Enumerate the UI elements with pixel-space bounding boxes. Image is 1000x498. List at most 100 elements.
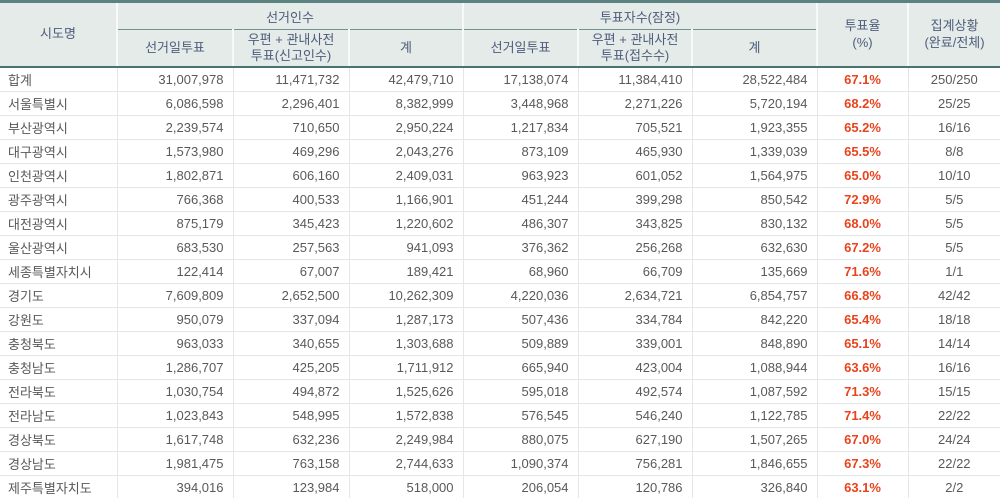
voters-total-cell: 326,840	[692, 475, 818, 498]
voters-election-day-cell: 3,448,968	[463, 91, 579, 116]
voters-mail-early-cell: 465,930	[578, 139, 693, 164]
electors-total-cell: 189,421	[349, 259, 464, 284]
table-row: 제주특별자치도 394,016 123,984 518,000 206,054 120,7…	[0, 475, 1000, 498]
sido-name-cell: 경상북도	[0, 427, 118, 452]
status-column-header: 집계상황 (완료/전체)	[908, 1, 1000, 68]
count-status-cell: 18/18	[908, 307, 1000, 332]
count-status-cell: 1/1	[908, 259, 1000, 284]
turnout-rate-cell: 65.4%	[817, 307, 909, 332]
electors-total-cell: 2,950,224	[349, 115, 464, 140]
electors-mail-early-cell: 400,533	[233, 187, 350, 212]
electors-mail-early-header: 우편 + 관내사전 투표(신고인수)	[233, 29, 350, 68]
voters-mail-early-cell: 120,786	[578, 475, 693, 498]
voters-mail-early-cell: 492,574	[578, 379, 693, 404]
electors-mail-early-cell: 494,872	[233, 379, 350, 404]
electors-total-cell: 1,711,912	[349, 355, 464, 380]
electors-mail-early-cell: 606,160	[233, 163, 350, 188]
voters-mail-early-cell: 399,298	[578, 187, 693, 212]
electors-mail-early-cell: 345,423	[233, 211, 350, 236]
voters-mail-early-cell: 11,384,410	[578, 67, 693, 92]
count-status-cell: 16/16	[908, 355, 1000, 380]
status-header-line1: 집계상황	[930, 17, 979, 33]
electors-election-day-cell: 950,079	[117, 307, 234, 332]
turnout-rate-cell: 71.6%	[817, 259, 909, 284]
voters-total-cell: 5,720,194	[692, 91, 818, 116]
voters-mail-early-cell: 343,825	[578, 211, 693, 236]
voters-election-day-cell: 486,307	[463, 211, 579, 236]
count-status-cell: 16/16	[908, 115, 1000, 140]
turnout-rate-cell: 65.1%	[817, 331, 909, 356]
table-row: 전라남도 1,023,843 548,995 1,572,838 576,545 546,…	[0, 403, 1000, 428]
turnout-rate-cell: 66.8%	[817, 283, 909, 308]
electors-total-cell: 1,525,626	[349, 379, 464, 404]
electors-mail-early-cell: 469,296	[233, 139, 350, 164]
voters-total-cell: 1,507,265	[692, 427, 818, 452]
header-row-subcolumns: 선거일투표 우편 + 관내사전 투표(신고인수) 계 선거일투표 우편 + 관내…	[0, 29, 1000, 68]
electors-mail-early-cell: 67,007	[233, 259, 350, 284]
sido-name-cell: 대구광역시	[0, 139, 118, 164]
turnout-rate-cell: 67.2%	[817, 235, 909, 260]
status-header-line2: (완료/전체)	[924, 34, 985, 50]
electors-mail-early-cell: 2,296,401	[233, 91, 350, 116]
electors-mail-early-cell: 425,205	[233, 355, 350, 380]
electors-election-day-cell: 683,530	[117, 235, 234, 260]
voters-total-cell: 135,669	[692, 259, 818, 284]
count-status-cell: 5/5	[908, 187, 1000, 212]
voters-election-day-cell: 68,960	[463, 259, 579, 284]
voters-mail-early-header: 우편 + 관내사전 투표(접수수)	[578, 29, 694, 68]
voters-election-day-cell: 451,244	[463, 187, 579, 212]
electors-election-day-cell: 122,414	[117, 259, 234, 284]
voters-election-day-cell: 595,018	[463, 379, 579, 404]
count-status-cell: 2/2	[908, 475, 1000, 498]
voters-election-day-cell: 665,940	[463, 355, 579, 380]
electors-election-day-cell: 31,007,978	[117, 67, 234, 92]
electors-total-cell: 1,287,173	[349, 307, 464, 332]
turnout-rate-cell: 63.6%	[817, 355, 909, 380]
electors-mail-early-cell: 632,236	[233, 427, 350, 452]
turnout-column-header: 투표율 (%)	[817, 1, 910, 68]
sido-name-cell: 울산광역시	[0, 235, 118, 260]
turnout-rate-cell: 68.0%	[817, 211, 909, 236]
electors-total-cell: 42,479,710	[349, 67, 464, 92]
table-row: 강원도 950,079 337,094 1,287,173 507,436 334,784…	[0, 307, 1000, 332]
electors-total-cell: 1,572,838	[349, 403, 464, 428]
table-row: 경상남도 1,981,475 763,158 2,744,633 1,090,374 75…	[0, 451, 1000, 476]
table-row: 경상북도 1,617,748 632,236 2,249,984 880,075 627,…	[0, 427, 1000, 452]
turnout-rate-cell: 67.0%	[817, 427, 909, 452]
turnout-rate-cell: 65.0%	[817, 163, 909, 188]
voters-total-cell: 1,122,785	[692, 403, 818, 428]
voters-mail-early-cell: 705,521	[578, 115, 693, 140]
electors-election-day-cell: 875,179	[117, 211, 234, 236]
voters-election-day-cell: 963,923	[463, 163, 579, 188]
voters-election-day-header: 선거일투표	[463, 29, 580, 68]
sido-name-cell: 합계	[0, 67, 118, 92]
turnout-rate-cell: 72.9%	[817, 187, 909, 212]
sido-name-cell: 광주광역시	[0, 187, 118, 212]
count-status-cell: 10/10	[908, 163, 1000, 188]
mail-received-line1: 우편 + 관내사전	[591, 31, 679, 47]
sido-name-cell: 대전광역시	[0, 211, 118, 236]
electors-mail-early-cell: 337,094	[233, 307, 350, 332]
count-status-cell: 42/42	[908, 283, 1000, 308]
voters-total-cell: 1,087,592	[692, 379, 818, 404]
sido-name-cell: 전라북도	[0, 379, 118, 404]
table-row: 광주광역시 766,368 400,533 1,166,901 451,244 399,2…	[0, 187, 1000, 212]
count-status-cell: 15/15	[908, 379, 1000, 404]
electors-total-cell: 1,166,901	[349, 187, 464, 212]
turnout-rate-cell: 67.1%	[817, 67, 909, 92]
mail-declared-line2: 투표(신고인수)	[250, 48, 332, 63]
sido-name-cell: 제주특별자치도	[0, 475, 118, 498]
electors-total-cell: 1,220,602	[349, 211, 464, 236]
electors-mail-early-cell: 11,471,732	[233, 67, 350, 92]
turnout-rate-cell: 65.5%	[817, 139, 909, 164]
voters-total-cell: 1,088,944	[692, 355, 818, 380]
voters-election-day-cell: 4,220,036	[463, 283, 579, 308]
electors-mail-early-cell: 340,655	[233, 331, 350, 356]
electors-total-cell: 518,000	[349, 475, 464, 498]
sido-name-cell: 충청북도	[0, 331, 118, 356]
voters-total-header: 계	[692, 29, 819, 68]
mail-received-line2: 투표(접수수)	[600, 48, 670, 63]
count-status-cell: 5/5	[908, 211, 1000, 236]
voters-total-cell: 842,220	[692, 307, 818, 332]
